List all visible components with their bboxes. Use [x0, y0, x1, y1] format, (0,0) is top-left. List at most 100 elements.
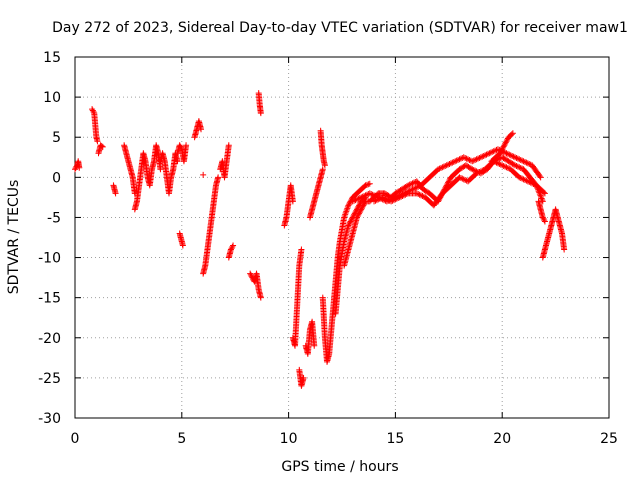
y-tick-label: -15: [38, 291, 61, 307]
data-point: [502, 139, 509, 146]
data-point: [356, 209, 363, 216]
data-point: [476, 168, 483, 175]
data-point: [537, 174, 544, 181]
data-point: [524, 160, 531, 167]
x-tick-label: 20: [493, 431, 511, 447]
data-point: [300, 374, 307, 381]
data-point: [477, 168, 484, 175]
data-point: [516, 156, 523, 163]
y-tick-label: -5: [47, 210, 61, 226]
data-point: [499, 162, 506, 169]
data-point: [539, 214, 546, 221]
data-point: [389, 197, 396, 204]
data-point: [363, 191, 370, 198]
x-axis-label: GPS time / hours: [281, 459, 398, 475]
data-point: [440, 163, 447, 170]
data-point: [356, 210, 363, 217]
data-point: [510, 161, 517, 168]
data-point: [215, 174, 222, 181]
data-point: [470, 157, 477, 164]
data-point: [362, 192, 369, 199]
data-point: [352, 197, 359, 204]
data-point: [503, 164, 510, 171]
data-point: [415, 183, 422, 190]
data-point: [521, 177, 528, 184]
data-point: [437, 164, 444, 171]
data-point: [354, 213, 361, 220]
data-point: [366, 180, 373, 187]
data-point: [396, 194, 403, 201]
data-point: [446, 177, 453, 184]
data-point: [507, 152, 514, 159]
data-point: [198, 126, 205, 133]
data-point: [419, 193, 426, 200]
data-point: [358, 205, 365, 212]
y-tick-label: -25: [38, 371, 61, 387]
data-point: [492, 147, 499, 154]
x-tick-label: 10: [280, 431, 298, 447]
data-point: [523, 177, 530, 184]
data-point: [436, 165, 443, 172]
data-point: [445, 161, 452, 168]
data-point: [177, 143, 184, 150]
data-point: [541, 190, 548, 197]
data-point: [383, 196, 390, 203]
data-point: [504, 164, 511, 171]
data-point: [445, 178, 452, 185]
data-point: [541, 217, 548, 224]
data-point: [418, 192, 425, 199]
data-point: [363, 181, 370, 188]
data-point: [346, 199, 353, 206]
data-point: [346, 219, 353, 226]
data-point: [489, 148, 496, 155]
data-point: [482, 152, 489, 159]
axis-ticks: [74, 56, 610, 419]
data-point: [519, 175, 526, 182]
data-point: [539, 196, 546, 203]
data-point: [512, 154, 519, 161]
data-point: [460, 154, 467, 161]
data-point: [462, 154, 469, 161]
data-point: [176, 142, 183, 149]
data-point: [319, 166, 326, 173]
data-point: [459, 175, 466, 182]
data-point: [90, 108, 97, 115]
data-point: [376, 195, 383, 202]
data-point: [523, 159, 530, 166]
data-point: [415, 191, 422, 198]
data-point: [460, 176, 467, 183]
data-point: [541, 218, 548, 225]
data-point: [509, 152, 516, 159]
data-point: [257, 294, 264, 301]
data-point: [503, 150, 510, 157]
data-point: [227, 246, 234, 253]
data-point: [484, 150, 491, 157]
data-point: [501, 142, 508, 149]
data-point: [358, 194, 365, 201]
x-tick-label: 15: [386, 431, 404, 447]
y-axis-label: SDTVAR / TECUs: [6, 180, 22, 295]
data-point: [516, 174, 523, 181]
data-point: [536, 173, 543, 180]
data-point: [72, 166, 78, 173]
data-point: [371, 192, 378, 199]
data-point: [508, 131, 515, 138]
data-point: [398, 193, 405, 200]
data-point: [510, 153, 517, 160]
data-point: [497, 161, 504, 168]
data-point: [403, 183, 410, 190]
data-point: [289, 198, 296, 205]
data-point: [362, 182, 369, 189]
data-point: [540, 215, 547, 222]
data-point: [388, 198, 395, 205]
data-point: [346, 201, 353, 208]
data-point: [179, 242, 186, 249]
data-point: [538, 195, 545, 202]
data-point: [439, 164, 446, 171]
data-point: [357, 207, 364, 214]
data-point: [469, 158, 476, 165]
data-point: [479, 167, 486, 174]
data-point: [513, 154, 520, 161]
data-point: [361, 201, 368, 208]
data-point: [446, 160, 453, 167]
